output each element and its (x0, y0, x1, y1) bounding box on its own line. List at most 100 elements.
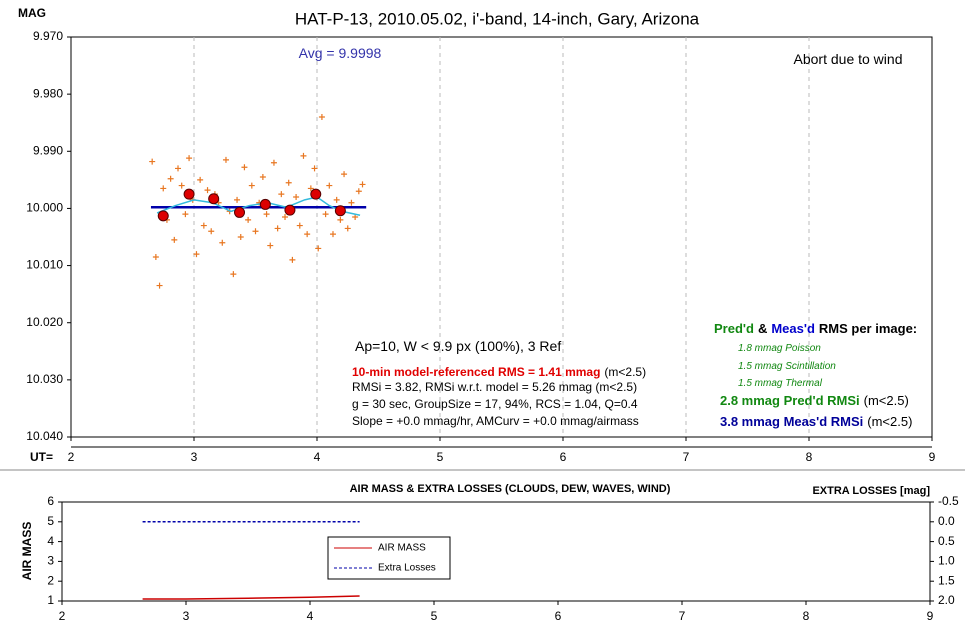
chart-title: HAT-P-13, 2010.05.02, i'-band, 14-inch, … (295, 9, 700, 28)
data-point (337, 216, 344, 223)
y-axis-label: AIR MASS (20, 522, 34, 581)
x-tick-label: 4 (307, 609, 314, 623)
x-tick-label: 9 (927, 609, 934, 623)
annotation: Pred'd & Meas'd RMS per image: (714, 321, 917, 336)
annotation: 1.5 mmag Scintillation (738, 361, 836, 372)
y2-tick-label: 0.5 (938, 534, 955, 548)
annotation-part: 1.5 mmag Thermal (738, 378, 823, 389)
data-point (175, 165, 182, 172)
annotation-part: 10-min model-referenced RMS = 1.41 mmag (352, 365, 600, 379)
data-point (289, 256, 296, 263)
series-line (142, 595, 360, 600)
data-point (193, 251, 200, 258)
x-tick-label: 2 (68, 450, 75, 464)
data-point (296, 222, 303, 229)
binned-point (284, 204, 296, 216)
data-point (315, 245, 322, 252)
binned-point (157, 210, 169, 222)
annotation-part: Slope = +0.0 mmag/hr, AMCurv = +0.0 mmag… (352, 414, 639, 428)
data-point (197, 176, 204, 183)
data-point (241, 164, 248, 171)
binned-point (183, 188, 195, 200)
data-point (355, 188, 362, 195)
y-tick-label: 9.970 (33, 29, 63, 43)
y-tick-label: 10.020 (26, 315, 63, 329)
annotation-part: Meas'd (771, 321, 815, 336)
x-tick-label: 7 (679, 609, 686, 623)
x-tick-label: 8 (803, 609, 810, 623)
data-point (219, 239, 226, 246)
y2-tick-label: 2.0 (938, 593, 955, 607)
y2-tick-label: 0.0 (938, 514, 955, 528)
data-point (274, 225, 281, 232)
y-tick-label: 10.010 (26, 258, 63, 272)
annotation: 3.8 mmag Meas'd RMSi (m<2.5) (720, 414, 912, 429)
annotation-part: 1.8 mmag Poisson (738, 343, 821, 354)
data-point (186, 155, 193, 162)
annotation-part: g = 30 sec, GroupSize = 17, 94%, RCS = 1… (352, 397, 638, 411)
x-tick-label: 3 (183, 609, 190, 623)
annotation-part: 2.8 mmag Pred'd RMSi (720, 393, 860, 408)
data-point (293, 194, 300, 200)
annotation: Slope = +0.0 mmag/hr, AMCurv = +0.0 mmag… (352, 414, 639, 428)
data-point (304, 231, 311, 238)
legend-label: AIR MASS (378, 543, 426, 554)
data-point (248, 182, 255, 189)
data-point (234, 196, 241, 203)
data-point (208, 228, 215, 235)
annotation: RMSi = 3.82, RMSi w.r.t. model = 5.26 mm… (352, 380, 637, 394)
x-tick-label: 4 (314, 450, 321, 464)
legend-label: Extra Losses (378, 563, 436, 574)
y-tick-label: 10.040 (26, 429, 63, 443)
data-point (352, 214, 359, 220)
data-point (259, 174, 266, 180)
data-point (152, 254, 159, 260)
y2-axis-label: EXTRA LOSSES [mag] (812, 485, 930, 497)
annotation: 10-min model-referenced RMS = 1.41 mmag (… (352, 365, 646, 379)
x-tick-label: 7 (683, 450, 690, 464)
annotation-part: (m<2.5) (867, 414, 912, 429)
data-point (245, 216, 252, 223)
data-point (237, 234, 244, 240)
annotation-part: (m<2.5) (604, 365, 646, 379)
y-tick-label: 2 (47, 573, 54, 587)
y-tick-label: 9.990 (33, 143, 63, 157)
data-point (322, 211, 329, 218)
annotation-part: 3.8 mmag Meas'd RMSi (720, 414, 863, 429)
x-tick-label: 5 (431, 609, 438, 623)
y-tick-label: 10.000 (26, 201, 63, 215)
annotation: g = 30 sec, GroupSize = 17, 94%, RCS = 1… (352, 397, 638, 411)
x-tick-label: 2 (59, 609, 66, 623)
data-point (333, 196, 340, 203)
plot-frame (61, 501, 931, 602)
chart-title: AIR MASS & EXTRA LOSSES (CLOUDS, DEW, WA… (350, 483, 671, 495)
x-tick-label: 6 (555, 609, 562, 623)
data-point (344, 225, 351, 232)
data-point (348, 199, 355, 206)
data-point (326, 182, 333, 189)
data-point (282, 214, 289, 220)
y-tick-label: 6 (47, 494, 54, 508)
x-tick-label: 6 (560, 450, 567, 464)
y2-tick-label: 1.5 (938, 573, 955, 587)
data-point (200, 222, 207, 229)
annotation-part: & (758, 321, 767, 336)
annotation: Abort due to wind (794, 51, 903, 67)
data-point (252, 228, 259, 235)
data-point (267, 242, 274, 249)
annotation-part: (m<2.5) (864, 393, 909, 408)
y-tick-label: 3 (47, 554, 54, 568)
data-point (270, 159, 277, 166)
data-point (171, 236, 178, 243)
annotation-part: RMSi = 3.82, RMSi w.r.t. model = 5.26 mm… (352, 380, 637, 394)
data-point (359, 181, 366, 188)
x-tick-label: 8 (806, 450, 813, 464)
y-tick-label: 1 (47, 593, 54, 607)
data-point (300, 152, 307, 159)
y-axis-label: MAG (18, 6, 46, 20)
binned-point (310, 188, 322, 200)
annotation: 1.5 mmag Thermal (738, 378, 823, 389)
data-point (160, 185, 167, 192)
